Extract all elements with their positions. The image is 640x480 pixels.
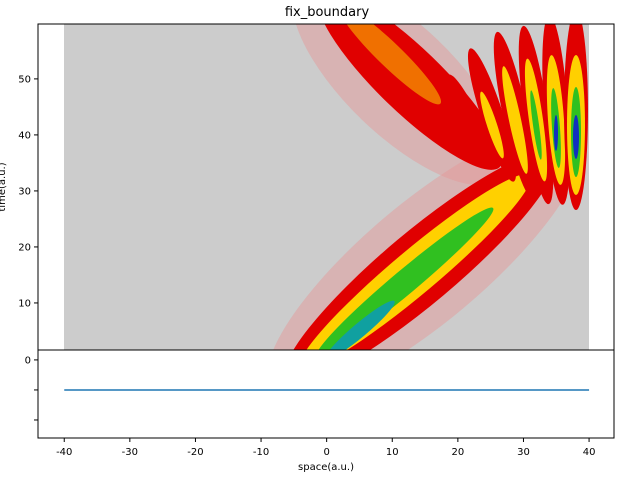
y-tick-label: 30 (18, 186, 31, 197)
chart-title: fix_boundary (285, 5, 370, 20)
x-axis-label: space(a.u.) (298, 462, 354, 473)
y-axis-label: time(a.u.) (0, 162, 8, 211)
x-tick-label: -20 (187, 447, 203, 458)
y-tick-label: 40 (18, 130, 31, 141)
x-tick-label: -10 (253, 447, 269, 458)
x-tick-label: 30 (517, 447, 530, 458)
x-tick-label: -40 (56, 447, 72, 458)
x-tick-label: 20 (451, 447, 464, 458)
y-tick-label: 0 (25, 355, 31, 366)
contour-field (64, 24, 589, 350)
y-tick-label: 20 (18, 242, 31, 253)
x-tick-label: 40 (583, 447, 596, 458)
x-tick-label: -30 (122, 447, 138, 458)
x-tick-label: 0 (323, 447, 329, 458)
bottom-axes-frame (37, 349, 615, 439)
x-tick-label: 10 (386, 447, 399, 458)
y-tick-label: 10 (18, 298, 31, 309)
y-tick-label: 50 (18, 74, 31, 85)
